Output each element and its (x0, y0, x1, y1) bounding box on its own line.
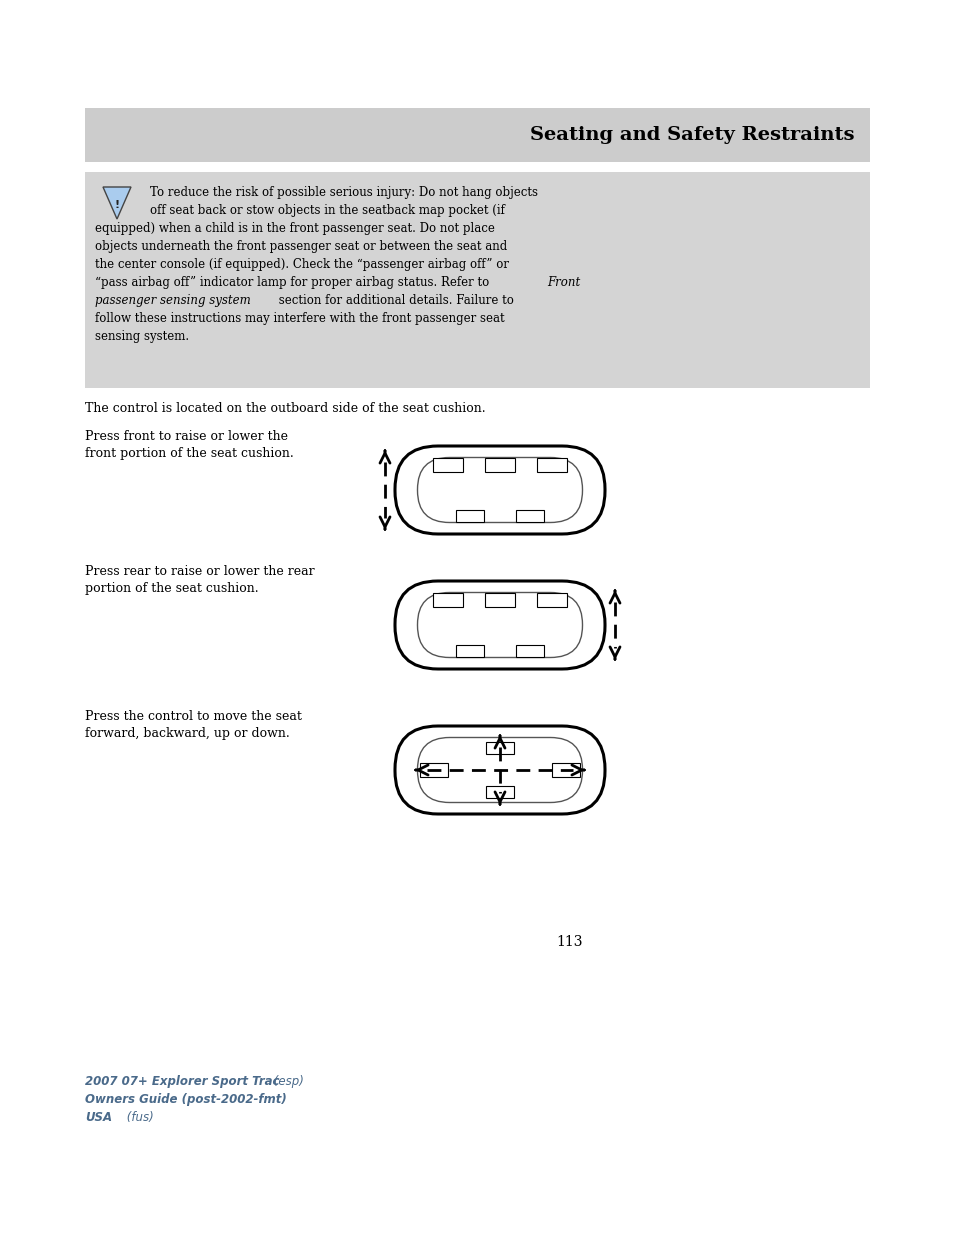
Bar (552, 763, 579, 777)
FancyBboxPatch shape (395, 726, 604, 814)
Text: follow these instructions may interfere with the front passenger seat: follow these instructions may interfere … (95, 312, 504, 325)
FancyBboxPatch shape (417, 593, 582, 657)
Text: Press the control to move the seat: Press the control to move the seat (85, 710, 301, 722)
FancyBboxPatch shape (417, 737, 582, 803)
Bar (433, 593, 462, 606)
Bar (516, 645, 543, 657)
Bar (456, 510, 483, 522)
Text: Press front to raise or lower the: Press front to raise or lower the (85, 430, 288, 443)
Bar (484, 458, 515, 472)
FancyBboxPatch shape (395, 446, 604, 534)
Bar (456, 645, 483, 657)
Bar (485, 742, 514, 755)
Text: forward, backward, up or down.: forward, backward, up or down. (85, 727, 290, 740)
Text: “pass airbag off” indicator lamp for proper airbag status. Refer to: “pass airbag off” indicator lamp for pro… (95, 275, 493, 289)
FancyBboxPatch shape (417, 457, 582, 522)
Bar (537, 458, 566, 472)
Bar (484, 593, 515, 606)
Text: USA: USA (85, 1112, 112, 1124)
Bar (537, 593, 566, 606)
Text: To reduce the risk of possible serious injury: Do not hang objects: To reduce the risk of possible serious i… (150, 186, 537, 199)
Text: Seating and Safety Restraints: Seating and Safety Restraints (530, 126, 854, 144)
Bar (85, 172, 869, 388)
Text: The control is located on the outboard side of the seat cushion.: The control is located on the outboard s… (85, 403, 485, 415)
Text: equipped) when a child is in the front passenger seat. Do not place: equipped) when a child is in the front p… (95, 222, 495, 235)
Bar (485, 785, 514, 798)
Text: Front: Front (546, 275, 579, 289)
Text: Owners Guide (post-2002-fmt): Owners Guide (post-2002-fmt) (85, 1093, 287, 1107)
Text: Press rear to raise or lower the rear: Press rear to raise or lower the rear (85, 564, 314, 578)
Text: front portion of the seat cushion.: front portion of the seat cushion. (85, 447, 294, 459)
Text: 113: 113 (557, 935, 582, 948)
Text: objects underneath the front passenger seat or between the seat and: objects underneath the front passenger s… (95, 240, 507, 253)
Polygon shape (103, 186, 131, 219)
Text: the center console (if equipped). Check the “passenger airbag off” or: the center console (if equipped). Check … (95, 258, 509, 270)
FancyBboxPatch shape (395, 580, 604, 669)
Bar (419, 763, 448, 777)
Text: (esp): (esp) (270, 1074, 304, 1088)
Text: off seat back or stow objects in the seatback map pocket (if: off seat back or stow objects in the sea… (150, 204, 504, 217)
Bar (85, 107, 869, 162)
Text: !: ! (114, 200, 119, 210)
Bar (433, 458, 462, 472)
Text: section for additional details. Failure to: section for additional details. Failure … (274, 294, 514, 308)
Text: portion of the seat cushion.: portion of the seat cushion. (85, 582, 258, 595)
Bar (516, 510, 543, 522)
Text: (fus): (fus) (123, 1112, 153, 1124)
Text: sensing system.: sensing system. (95, 330, 189, 343)
Text: 2007 07+ Explorer Sport Trac: 2007 07+ Explorer Sport Trac (85, 1074, 279, 1088)
Text: passenger sensing system: passenger sensing system (95, 294, 251, 308)
